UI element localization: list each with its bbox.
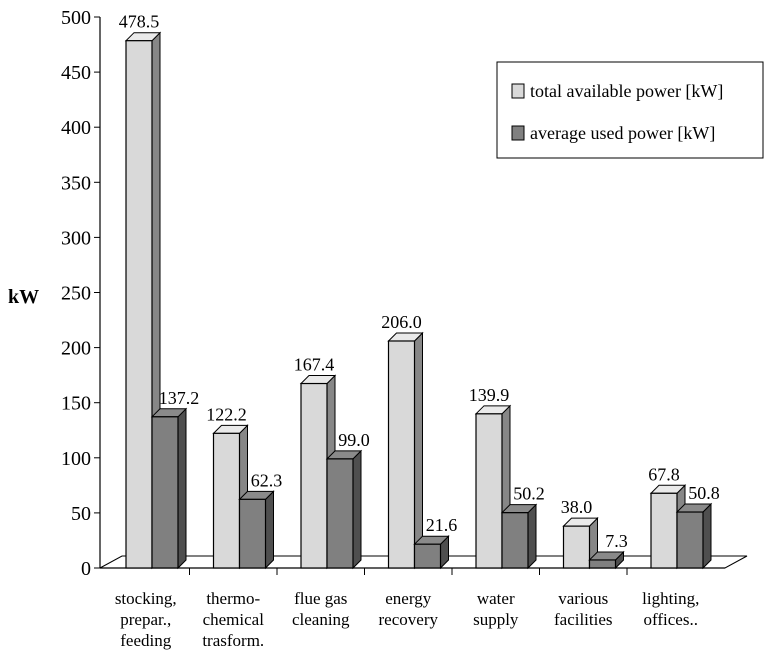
y-tick-label: 0: [81, 558, 91, 580]
bar: [588, 550, 625, 570]
y-tick-label: 50: [71, 503, 91, 525]
y-tick-label: 400: [61, 117, 91, 139]
chart-axes: 0 50 100 150 200 250 300 350 400 450 500: [61, 7, 725, 580]
legend: total available power [kW] average used p…: [496, 61, 764, 159]
data-label: 38.0: [561, 497, 593, 517]
data-label-group: 478.5 137.2 122.2 62.3 167.4 99.0 206.0 21.6 139…: [119, 12, 720, 551]
y-tick-label: 200: [61, 338, 91, 360]
data-label: 167.4: [294, 355, 335, 375]
y-axis-title: kW: [8, 286, 39, 308]
legend-label: average used power [kW]: [530, 123, 715, 143]
data-label: 50.2: [513, 484, 545, 504]
bar: [238, 490, 275, 570]
category-label: thermo-chemical trasform.: [202, 589, 264, 650]
y-tick-label: 300: [61, 227, 91, 249]
category-label: energy recovery: [379, 589, 439, 629]
bar: [500, 503, 538, 570]
category-label: various facilities: [554, 589, 613, 629]
y-tick-label: 500: [61, 7, 91, 29]
category-label-group: stocking, prepar., feeding thermo-chemical t…: [115, 589, 700, 650]
bar: [299, 374, 337, 570]
data-label: 99.0: [338, 430, 370, 450]
legend-label: total available power [kW]: [530, 81, 723, 101]
y-tick-label: 450: [61, 62, 91, 84]
data-label: 21.6: [426, 515, 458, 535]
bar: [150, 407, 188, 570]
category-label: lighting, offices..: [642, 589, 699, 629]
data-label: 67.8: [648, 464, 680, 484]
y-tick-label: 250: [61, 283, 91, 305]
bar: [387, 331, 424, 570]
y-tick-label: 150: [61, 393, 91, 415]
category-label: water supply: [473, 589, 519, 629]
data-label: 7.3: [605, 531, 628, 551]
y-tick-label: 350: [61, 172, 91, 194]
data-label: 50.8: [688, 483, 720, 503]
category-label: stocking, prepar., feeding: [115, 589, 177, 650]
category-label: flue gas cleaning: [292, 589, 350, 629]
bar: [413, 534, 450, 570]
data-label: 206.0: [381, 312, 422, 332]
bar: [675, 502, 713, 570]
data-label: 478.5: [119, 12, 160, 32]
bar-group: [124, 31, 713, 570]
data-label: 137.2: [159, 388, 200, 408]
y-tick-label: 100: [61, 448, 91, 470]
legend-swatch: [511, 125, 525, 141]
bar: [325, 449, 363, 570]
data-label: 139.9: [469, 385, 510, 405]
data-label: 62.3: [251, 470, 283, 490]
bar: [562, 516, 599, 570]
data-label: 122.2: [206, 404, 247, 424]
legend-swatch: [511, 83, 525, 99]
